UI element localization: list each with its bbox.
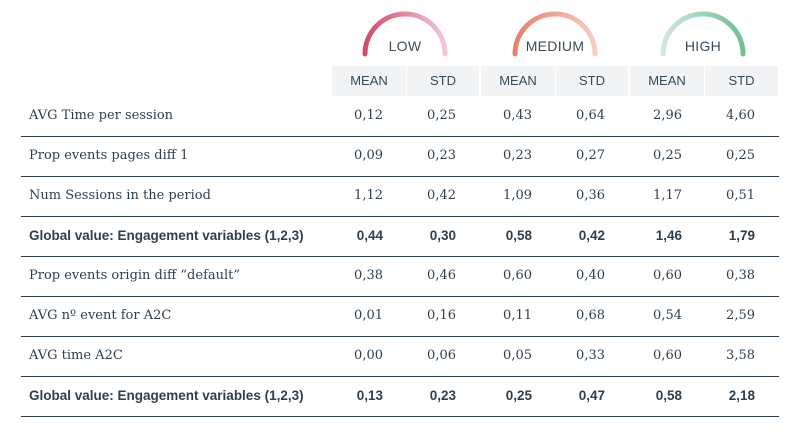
value-medium-mean: 0,11 xyxy=(503,308,532,323)
table-row: AVG Time per session 0,12 0,25 0,43 0,64… xyxy=(21,96,779,137)
gauge-high-label: HIGH xyxy=(684,38,722,54)
value-low-std: 0,23 xyxy=(427,148,456,163)
value-high-std: 0,51 xyxy=(726,188,755,203)
value-medium-mean: 0,60 xyxy=(503,268,532,283)
table-row: Num Sessions in the period 1,12 0,42 1,0… xyxy=(21,176,779,217)
value-medium-std: 0,36 xyxy=(576,188,605,203)
gauge-low-label: LOW xyxy=(388,38,422,54)
value-low-std: 0,25 xyxy=(427,108,456,123)
subheader-high-mean: MEAN xyxy=(630,66,704,96)
value-high-std: 3,58 xyxy=(726,348,755,363)
table-row: Prop events origin diff “default” 0,38 0… xyxy=(21,256,779,297)
value-low-std: 0,30 xyxy=(429,228,456,243)
value-high-std: 2,18 xyxy=(728,388,755,403)
value-low-mean: 0,09 xyxy=(354,148,383,163)
value-high-std: 1,79 xyxy=(728,228,755,243)
gauge-high-arc-icon xyxy=(660,11,746,57)
value-high-mean: 0,60 xyxy=(653,348,682,363)
gauge-high: HIGH xyxy=(657,10,749,62)
value-low-mean: 1,12 xyxy=(354,188,383,203)
value-high-mean: 1,17 xyxy=(653,188,682,203)
row-label: AVG time A2C xyxy=(29,348,123,363)
row-label: AVG nº event for A2C xyxy=(29,308,172,323)
value-medium-std: 0,64 xyxy=(576,108,605,123)
subheader-high-std: STD xyxy=(705,66,778,96)
value-low-mean: 0,44 xyxy=(356,228,383,243)
subheader-medium-std: STD xyxy=(556,66,628,96)
value-high-std: 0,38 xyxy=(726,268,755,283)
value-high-mean: 2,96 xyxy=(653,108,682,123)
value-low-std: 0,46 xyxy=(427,268,456,283)
row-label: Num Sessions in the period xyxy=(29,188,211,203)
value-medium-std: 0,47 xyxy=(578,388,605,403)
value-medium-mean: 0,25 xyxy=(505,388,532,403)
subheader-low-std: STD xyxy=(407,66,479,96)
value-high-mean: 0,58 xyxy=(655,388,682,403)
gauge-low: LOW xyxy=(359,10,451,62)
value-high-std: 2,59 xyxy=(726,308,755,323)
value-medium-std: 0,68 xyxy=(576,308,605,323)
subheader-medium-mean: MEAN xyxy=(481,66,555,96)
value-low-std: 0,23 xyxy=(429,388,456,403)
value-medium-mean: 0,58 xyxy=(505,228,532,243)
value-medium-mean: 0,43 xyxy=(503,108,532,123)
value-medium-mean: 0,05 xyxy=(503,348,532,363)
gauge-low-arc-icon xyxy=(362,11,448,57)
row-label: Prop events pages diff 1 xyxy=(29,148,189,163)
gauge-medium-arc-icon xyxy=(512,11,598,57)
value-medium-std: 0,40 xyxy=(576,268,605,283)
table-row: AVG nº event for A2C 0,01 0,16 0,11 0,68… xyxy=(21,296,779,337)
value-high-mean: 0,25 xyxy=(653,148,682,163)
value-low-mean: 0,12 xyxy=(354,108,383,123)
value-high-mean: 0,54 xyxy=(653,308,682,323)
row-label: AVG Time per session xyxy=(29,108,174,123)
row-label: Prop events origin diff “default” xyxy=(29,268,241,283)
value-high-mean: 0,60 xyxy=(653,268,682,283)
table-row-summary: Global value: Engagement variables (1,2,… xyxy=(21,376,779,417)
value-high-mean: 1,46 xyxy=(655,228,682,243)
value-high-std: 4,60 xyxy=(726,108,755,123)
table-row-summary: Global value: Engagement variables (1,2,… xyxy=(21,216,779,257)
row-label: Global value: Engagement variables (1,2,… xyxy=(29,388,304,403)
value-low-std: 0,06 xyxy=(427,348,456,363)
value-low-mean: 0,38 xyxy=(354,268,383,283)
value-medium-mean: 0,23 xyxy=(503,148,532,163)
value-low-std: 0,42 xyxy=(427,188,456,203)
value-medium-std: 0,27 xyxy=(576,148,605,163)
subheader-low-mean: MEAN xyxy=(332,66,406,96)
value-medium-std: 0,33 xyxy=(576,348,605,363)
gauge-medium-label: MEDIUM xyxy=(525,38,585,54)
value-high-std: 0,25 xyxy=(726,148,755,163)
value-low-mean: 0,13 xyxy=(356,388,383,403)
value-low-std: 0,16 xyxy=(427,308,456,323)
value-low-mean: 0,00 xyxy=(354,348,383,363)
table-row: AVG time A2C 0,00 0,06 0,05 0,33 0,60 3,… xyxy=(21,336,779,377)
value-medium-mean: 1,09 xyxy=(503,188,532,203)
value-low-mean: 0,01 xyxy=(354,308,383,323)
table-row: Prop events pages diff 1 0,09 0,23 0,23 … xyxy=(21,136,779,177)
gauge-medium: MEDIUM xyxy=(509,10,601,62)
row-label: Global value: Engagement variables (1,2,… xyxy=(29,228,304,243)
value-medium-std: 0,42 xyxy=(578,228,605,243)
